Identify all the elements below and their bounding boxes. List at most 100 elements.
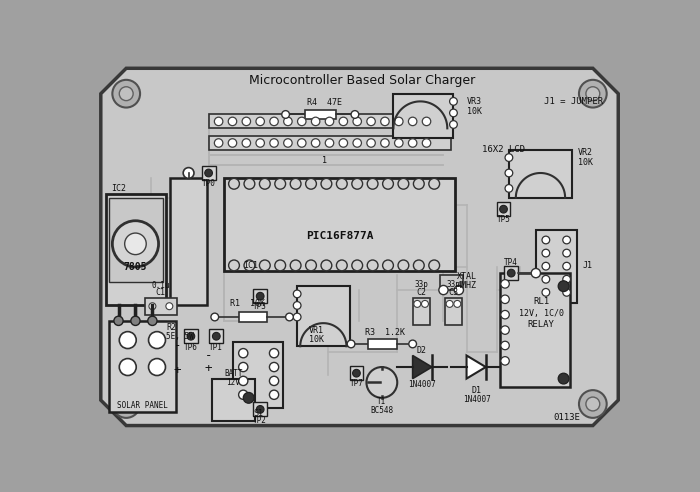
- Circle shape: [281, 111, 290, 119]
- Circle shape: [148, 332, 165, 348]
- Text: 0113E: 0113E: [553, 413, 580, 422]
- Text: R1  10K: R1 10K: [230, 300, 265, 308]
- Circle shape: [284, 139, 292, 147]
- Text: 4MHZ: 4MHZ: [456, 281, 477, 290]
- Text: SOLAR PANEL: SOLAR PANEL: [117, 401, 168, 410]
- Bar: [393, 93, 454, 138]
- Circle shape: [367, 367, 398, 398]
- Bar: [536, 230, 578, 303]
- Circle shape: [228, 117, 237, 125]
- Circle shape: [229, 179, 239, 189]
- Text: IC1: IC1: [244, 261, 258, 270]
- Circle shape: [290, 179, 301, 189]
- Circle shape: [408, 117, 417, 125]
- Circle shape: [368, 179, 378, 189]
- Circle shape: [542, 236, 550, 244]
- Circle shape: [239, 390, 248, 400]
- Text: TP1: TP1: [209, 342, 223, 351]
- Circle shape: [505, 184, 512, 192]
- Text: R4  47E: R4 47E: [307, 98, 342, 107]
- Text: Microcontroller Based Solar Charger: Microcontroller Based Solar Charger: [249, 74, 476, 87]
- Circle shape: [353, 117, 361, 125]
- Circle shape: [242, 117, 251, 125]
- Text: J1 = JUMPER: J1 = JUMPER: [543, 97, 603, 106]
- Circle shape: [352, 260, 363, 271]
- Circle shape: [505, 169, 512, 177]
- Text: TP6: TP6: [184, 342, 198, 351]
- Circle shape: [119, 87, 133, 101]
- Circle shape: [421, 301, 428, 308]
- Text: S1: S1: [253, 409, 263, 418]
- Circle shape: [293, 290, 301, 298]
- Circle shape: [367, 117, 375, 125]
- Text: R2: R2: [167, 322, 176, 332]
- Bar: [413, 298, 430, 325]
- Circle shape: [395, 117, 403, 125]
- Circle shape: [449, 109, 457, 117]
- Circle shape: [149, 303, 156, 309]
- Circle shape: [383, 179, 393, 189]
- Circle shape: [131, 316, 140, 326]
- Circle shape: [505, 154, 512, 161]
- Text: 0.1u: 0.1u: [152, 281, 170, 290]
- Polygon shape: [466, 356, 486, 378]
- Text: 33p: 33p: [414, 280, 428, 289]
- Circle shape: [321, 260, 332, 271]
- Circle shape: [119, 332, 136, 348]
- Circle shape: [298, 117, 306, 125]
- Bar: [108, 321, 176, 412]
- Text: C3: C3: [449, 288, 458, 297]
- Circle shape: [119, 359, 136, 375]
- Text: +: +: [205, 362, 212, 375]
- Polygon shape: [101, 68, 618, 426]
- Circle shape: [256, 405, 264, 413]
- Text: TP0: TP0: [202, 179, 216, 188]
- Text: TP7: TP7: [349, 379, 363, 389]
- Bar: [209, 136, 452, 150]
- Circle shape: [239, 348, 248, 358]
- Bar: [209, 329, 223, 343]
- Circle shape: [563, 249, 570, 257]
- Circle shape: [422, 117, 430, 125]
- Circle shape: [367, 139, 375, 147]
- Circle shape: [558, 373, 569, 384]
- Bar: [445, 298, 462, 325]
- Bar: [297, 286, 349, 346]
- Text: TP5: TP5: [496, 215, 510, 224]
- Circle shape: [500, 341, 510, 350]
- Circle shape: [337, 179, 347, 189]
- Text: 10K: 10K: [466, 107, 482, 116]
- Text: BC548: BC548: [370, 406, 393, 415]
- Text: VR1: VR1: [309, 326, 324, 335]
- Circle shape: [337, 260, 347, 271]
- Circle shape: [275, 260, 286, 271]
- Circle shape: [414, 260, 424, 271]
- Circle shape: [256, 139, 265, 147]
- Circle shape: [542, 249, 550, 257]
- Circle shape: [260, 260, 270, 271]
- Circle shape: [256, 117, 265, 125]
- Circle shape: [260, 179, 270, 189]
- Text: D1: D1: [472, 386, 482, 395]
- Text: D2: D2: [417, 345, 427, 355]
- Bar: [202, 166, 216, 180]
- Circle shape: [239, 376, 248, 386]
- Circle shape: [244, 260, 255, 271]
- Circle shape: [383, 260, 393, 271]
- Bar: [184, 329, 198, 343]
- Circle shape: [229, 260, 239, 271]
- Circle shape: [112, 390, 140, 418]
- Circle shape: [275, 179, 286, 189]
- Circle shape: [239, 363, 248, 371]
- Text: 1N4007: 1N4007: [408, 380, 436, 389]
- Circle shape: [339, 139, 348, 147]
- Circle shape: [286, 313, 293, 321]
- Circle shape: [205, 169, 213, 177]
- Circle shape: [542, 262, 550, 270]
- Text: C1: C1: [156, 288, 166, 297]
- Bar: [145, 298, 177, 315]
- Bar: [106, 194, 167, 306]
- Circle shape: [298, 139, 306, 147]
- Text: +: +: [174, 365, 181, 377]
- Circle shape: [125, 233, 146, 255]
